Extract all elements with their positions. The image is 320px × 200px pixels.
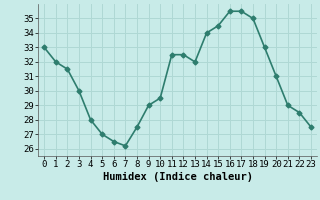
X-axis label: Humidex (Indice chaleur): Humidex (Indice chaleur) — [103, 172, 252, 182]
